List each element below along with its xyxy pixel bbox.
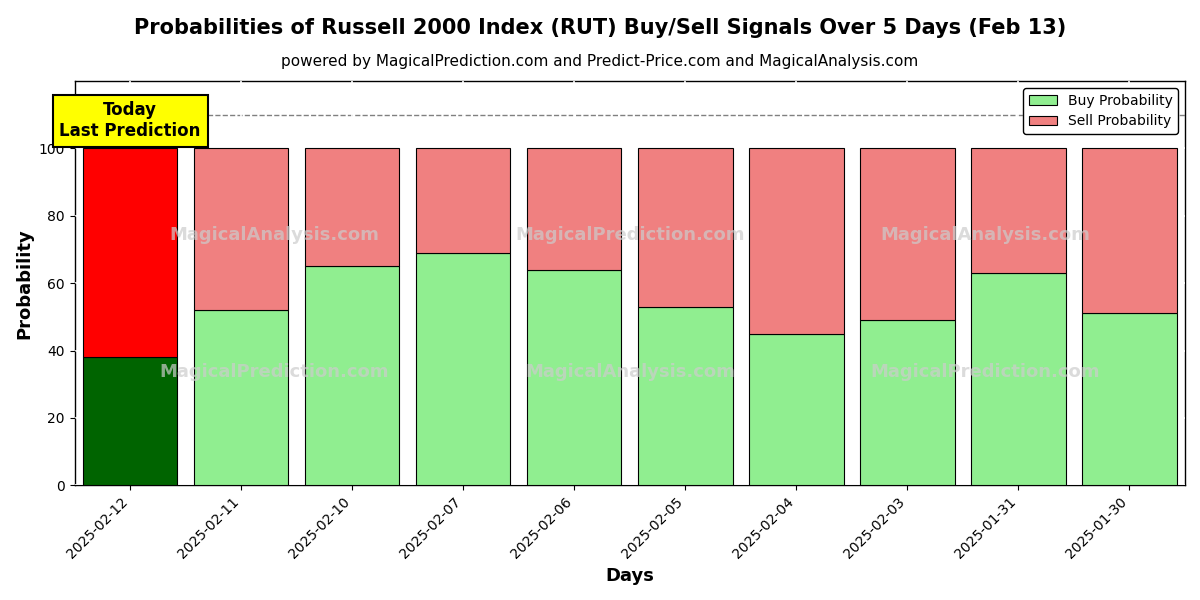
Bar — [194, 310, 288, 485]
Text: Probabilities of Russell 2000 Index (RUT) Buy/Sell Signals Over 5 Days (Feb 13): Probabilities of Russell 2000 Index (RUT… — [134, 18, 1066, 38]
Text: MagicalPrediction.com: MagicalPrediction.com — [870, 363, 1100, 381]
Bar — [527, 148, 622, 269]
Bar — [1082, 313, 1177, 485]
Bar — [1082, 148, 1177, 313]
Bar — [638, 148, 732, 307]
Bar — [416, 253, 510, 485]
Bar — [305, 148, 400, 266]
Bar — [83, 148, 178, 357]
Bar — [971, 148, 1066, 273]
Text: MagicalPrediction.com: MagicalPrediction.com — [160, 363, 389, 381]
Bar — [749, 148, 844, 334]
Text: MagicalAnalysis.com: MagicalAnalysis.com — [524, 363, 734, 381]
X-axis label: Days: Days — [605, 567, 654, 585]
Bar — [749, 334, 844, 485]
Bar — [638, 307, 732, 485]
Y-axis label: Probability: Probability — [16, 228, 34, 338]
Bar — [860, 320, 955, 485]
Bar — [305, 266, 400, 485]
Text: MagicalAnalysis.com: MagicalAnalysis.com — [169, 226, 379, 244]
Text: Today
Last Prediction: Today Last Prediction — [60, 101, 200, 140]
Text: MagicalPrediction.com: MagicalPrediction.com — [515, 226, 744, 244]
Bar — [971, 273, 1066, 485]
Bar — [416, 148, 510, 253]
Bar — [527, 269, 622, 485]
Bar — [194, 148, 288, 310]
Text: powered by MagicalPrediction.com and Predict-Price.com and MagicalAnalysis.com: powered by MagicalPrediction.com and Pre… — [281, 54, 919, 69]
Bar — [83, 357, 178, 485]
Legend: Buy Probability, Sell Probability: Buy Probability, Sell Probability — [1024, 88, 1178, 134]
Bar — [860, 148, 955, 320]
Text: MagicalAnalysis.com: MagicalAnalysis.com — [881, 226, 1090, 244]
